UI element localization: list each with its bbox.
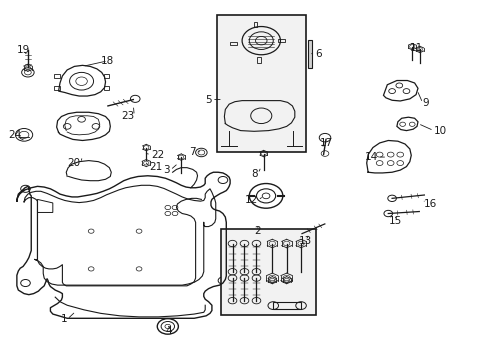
Text: 6: 6 <box>315 49 322 59</box>
Text: 4: 4 <box>164 326 171 336</box>
Text: 16: 16 <box>424 199 437 209</box>
Text: 5: 5 <box>205 95 211 104</box>
Bar <box>54 74 60 78</box>
Text: 13: 13 <box>299 236 312 246</box>
Text: 20: 20 <box>67 158 81 168</box>
Bar <box>54 86 60 90</box>
Text: 17: 17 <box>320 138 333 148</box>
Text: 7: 7 <box>188 147 195 157</box>
Text: 18: 18 <box>101 56 114 66</box>
Text: 3: 3 <box>163 165 170 175</box>
Bar <box>253 22 257 27</box>
Bar <box>229 42 237 45</box>
Text: 15: 15 <box>388 216 401 226</box>
Bar <box>221 229 316 315</box>
Bar <box>273 302 301 310</box>
Text: 2: 2 <box>254 226 261 236</box>
Text: 23: 23 <box>121 111 134 121</box>
Text: 19: 19 <box>17 45 30 55</box>
Text: 9: 9 <box>422 98 428 108</box>
Bar <box>103 74 109 78</box>
Bar <box>277 39 285 42</box>
Bar <box>216 15 305 153</box>
Text: 1: 1 <box>61 314 67 324</box>
Text: 21: 21 <box>149 162 163 172</box>
Text: 10: 10 <box>433 126 446 136</box>
Text: 22: 22 <box>151 150 164 159</box>
Text: 12: 12 <box>244 195 257 206</box>
Text: 11: 11 <box>408 43 422 53</box>
Text: 24: 24 <box>8 130 21 140</box>
Bar <box>103 86 109 90</box>
Bar <box>257 57 261 63</box>
Bar <box>307 40 311 68</box>
Text: 14: 14 <box>364 152 377 162</box>
Text: 8: 8 <box>251 168 257 179</box>
